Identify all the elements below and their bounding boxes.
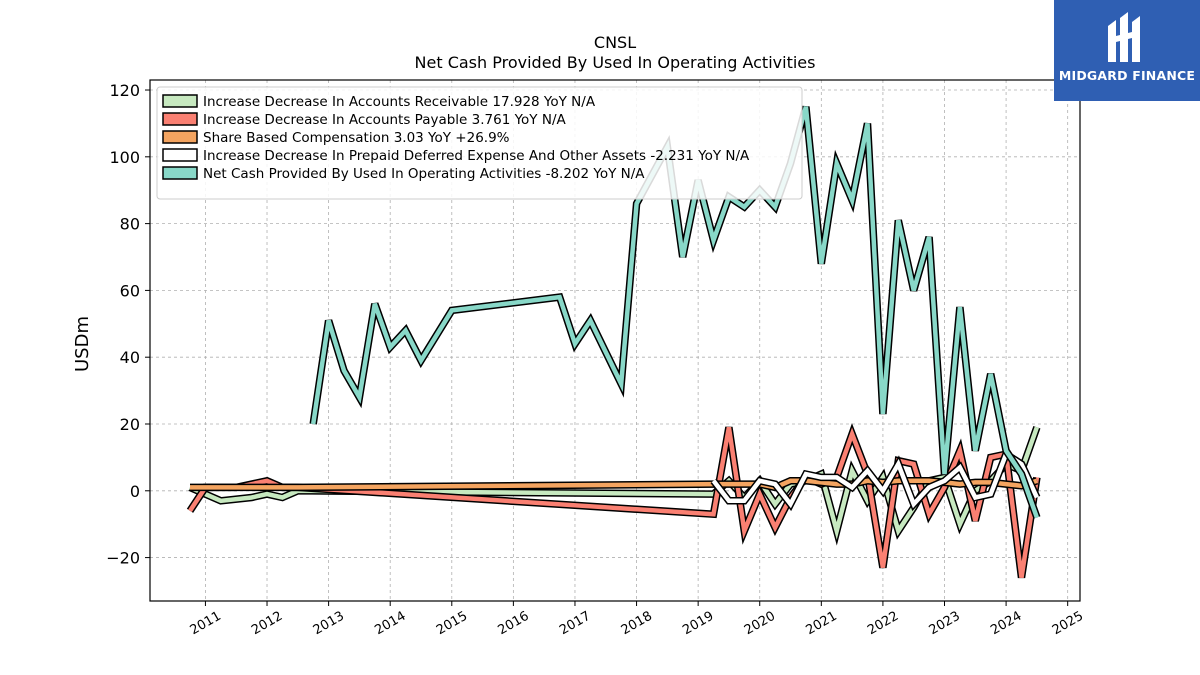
series-line [310, 106, 1040, 519]
y-tick-label: −20 [106, 549, 140, 568]
y-tick-label: 100 [109, 148, 140, 167]
plot-frame [149, 79, 1081, 602]
legend: Increase Decrease In Accounts Receivable… [156, 86, 803, 200]
chart-title: CNSL [594, 33, 636, 52]
legend-entry: Share Based Compensation 3.03 YoY +26.9% [203, 130, 510, 146]
legend-swatch [162, 130, 198, 144]
series-group [186, 105, 1041, 579]
series-3 [710, 448, 1041, 512]
brand-name: MIDGARD FINANCE [1058, 68, 1196, 83]
brand-mark-icon [1108, 12, 1140, 62]
y-tick-label: 120 [109, 81, 140, 100]
legend-swatch [162, 166, 198, 180]
y-tick-label: 80 [120, 215, 140, 234]
legend-entry: Net Cash Provided By Used In Operating A… [203, 166, 645, 182]
y-tick-label: 40 [120, 348, 140, 367]
legend-entry: Increase Decrease In Prepaid Deferred Ex… [203, 148, 750, 164]
legend-box [156, 86, 803, 200]
y-tick-label: 20 [120, 415, 140, 434]
legend-swatch [162, 94, 198, 108]
y-axis-label: USDm [72, 316, 93, 372]
y-tick-label: 60 [120, 281, 140, 300]
y-tick-label: 0 [130, 482, 140, 501]
brand-logo: MIDGARD FINANCE [1054, 0, 1200, 101]
series-0 [188, 426, 1041, 546]
series-line [711, 450, 1039, 509]
legend-swatch [162, 112, 198, 126]
series-4 [309, 105, 1041, 519]
series-line [189, 426, 1040, 540]
legend-entry: Increase Decrease In Accounts Payable 3.… [203, 112, 566, 128]
chart-subtitle: Net Cash Provided By Used In Operating A… [415, 53, 816, 72]
legend-swatch [162, 148, 198, 162]
legend-entry: Increase Decrease In Accounts Receivable… [203, 94, 596, 110]
